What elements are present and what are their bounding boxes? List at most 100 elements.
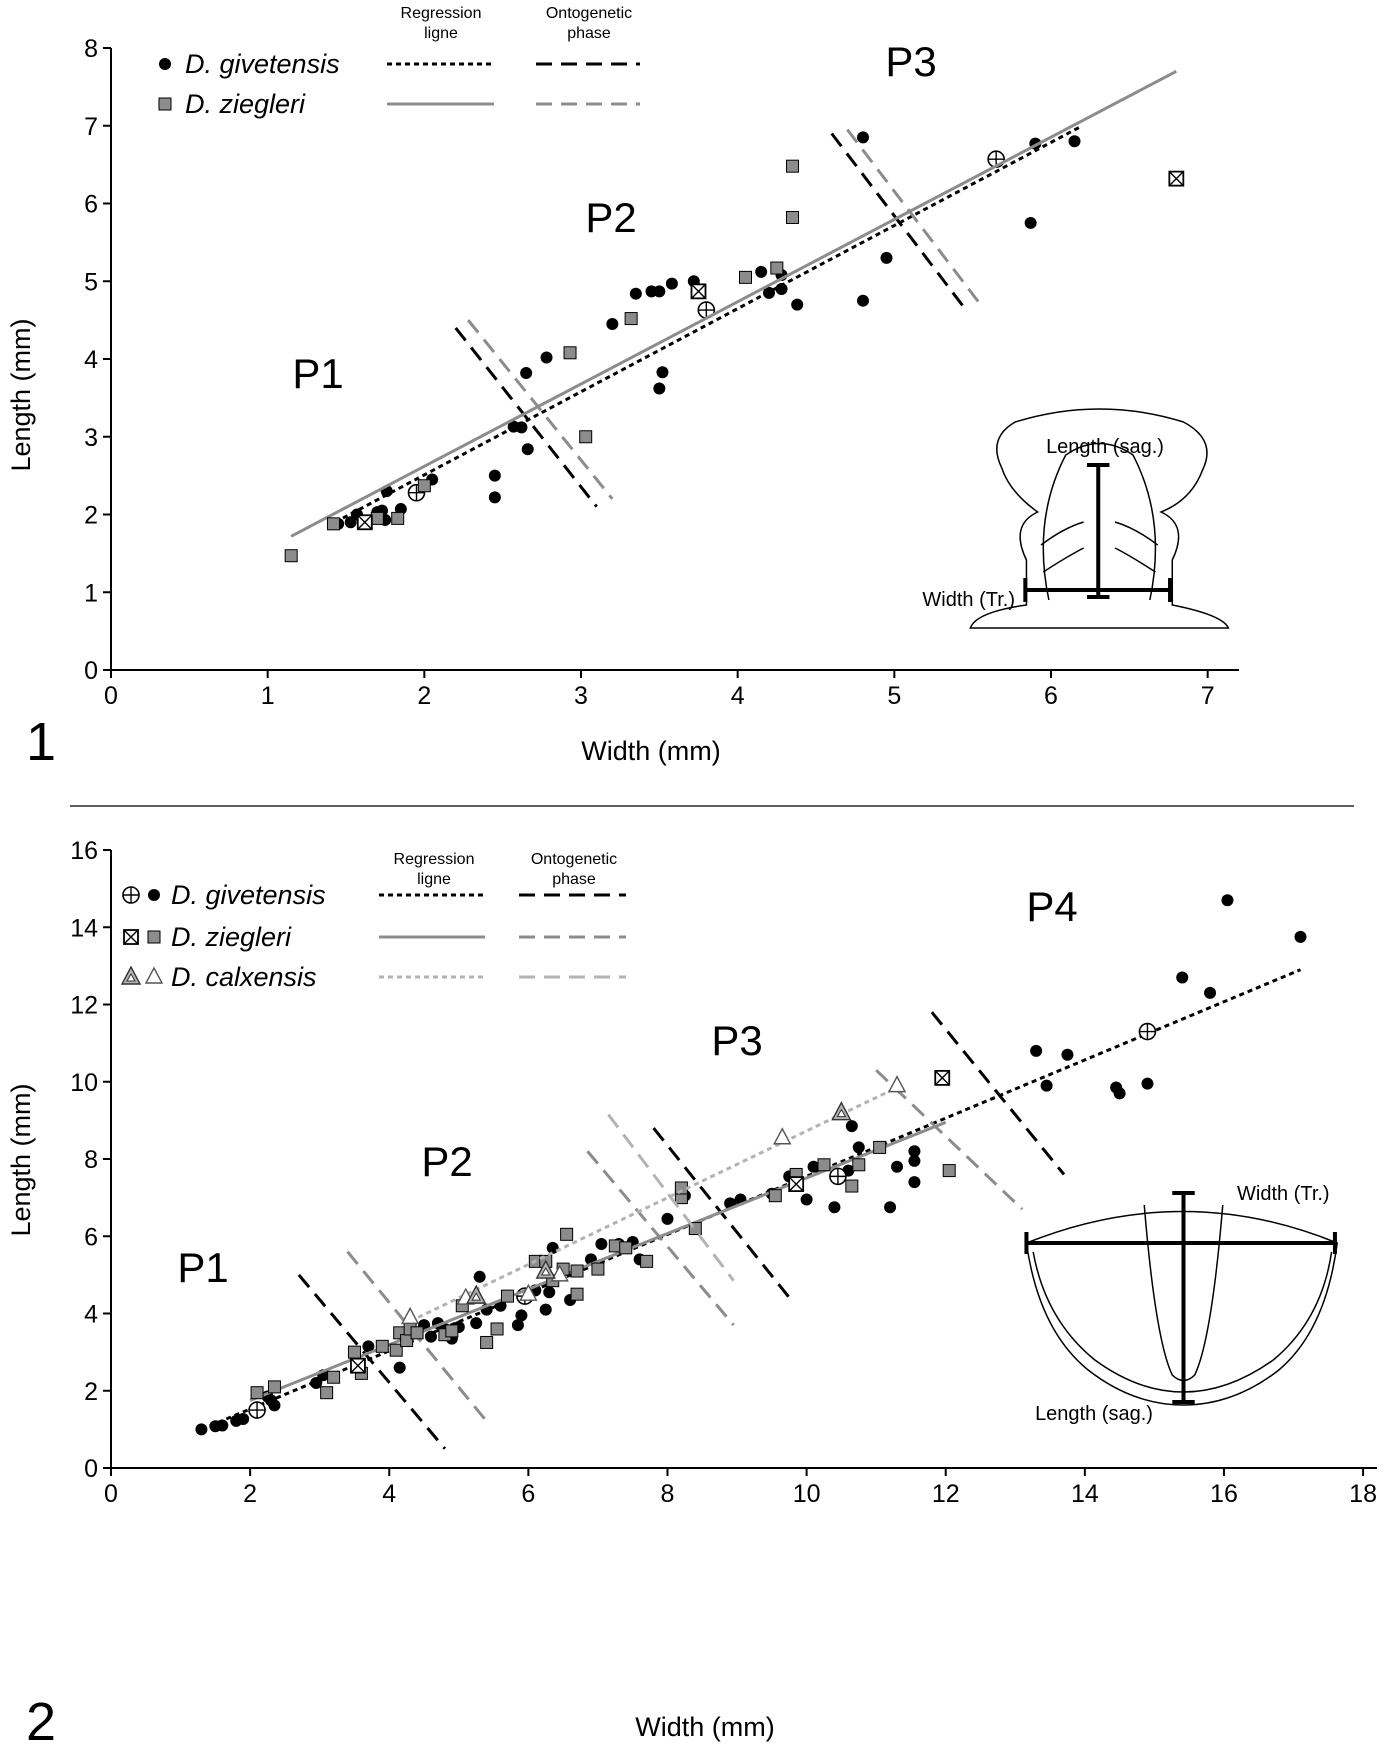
x-tick-label: 2 — [417, 682, 431, 710]
marker-shape — [619, 1241, 633, 1255]
marker-shape — [884, 1201, 897, 1214]
marker-shape — [393, 1361, 406, 1374]
data-point — [237, 1412, 250, 1425]
legend-marker — [123, 929, 139, 945]
marker-shape — [653, 382, 666, 395]
legend-marker — [148, 889, 160, 901]
marker-shape — [350, 1358, 366, 1374]
data-point — [775, 283, 788, 296]
data-point — [320, 1386, 334, 1400]
data-point — [942, 1164, 956, 1178]
x-tick-label: 0 — [104, 682, 118, 710]
data-point — [393, 1361, 406, 1374]
data-point — [661, 1212, 674, 1225]
marker-shape — [857, 294, 869, 307]
data-point — [500, 1289, 514, 1303]
marker-shape — [817, 1158, 831, 1172]
marker-shape — [1024, 216, 1037, 229]
data-point — [370, 511, 384, 525]
phase-label: P1 — [292, 350, 343, 397]
data-point — [786, 159, 799, 173]
data-point — [1138, 1022, 1157, 1041]
data-point — [480, 1335, 494, 1349]
phase-line — [297, 1273, 447, 1450]
marker-shape — [698, 302, 715, 319]
marker-shape — [375, 1339, 389, 1353]
x-tick-label: 10 — [793, 1480, 821, 1508]
data-point — [424, 1330, 437, 1343]
marker-shape — [391, 511, 405, 525]
marker-shape — [1204, 986, 1217, 999]
data-point — [629, 287, 642, 300]
data-point — [1024, 216, 1037, 229]
data-point — [908, 1176, 921, 1189]
inset-width-label: Width (Tr.) — [1237, 1183, 1330, 1205]
marker-shape — [773, 1127, 792, 1145]
data-point — [908, 1145, 921, 1158]
marker-shape — [327, 1370, 341, 1384]
y-tick-label: 1 — [84, 579, 98, 607]
legend-header: phase — [552, 871, 596, 888]
marker-shape — [310, 1377, 323, 1390]
data-point — [546, 1241, 559, 1254]
data-point — [466, 1284, 487, 1304]
data-point — [788, 1176, 805, 1193]
regression-line — [334, 124, 1084, 524]
data-point — [845, 1120, 858, 1133]
marker-shape — [362, 1340, 375, 1353]
data-point — [347, 1345, 361, 1359]
y-tick-label: 7 — [84, 113, 98, 141]
data-point — [515, 1309, 528, 1322]
marker-shape — [661, 1212, 674, 1225]
legend-marker — [120, 965, 142, 985]
data-point — [570, 1287, 584, 1301]
legend-label: D. ziegleri — [171, 922, 292, 952]
data-point — [470, 1317, 483, 1330]
data-point — [579, 430, 593, 444]
data-point — [216, 1419, 229, 1432]
marker-shape — [629, 287, 642, 300]
data-point — [267, 1380, 281, 1394]
phase-line — [875, 1069, 1024, 1211]
y-tick-label: 8 — [84, 1146, 98, 1174]
phase-line — [454, 326, 598, 508]
data-point — [1061, 1048, 1074, 1061]
data-point — [195, 1423, 208, 1436]
data-point — [800, 1193, 813, 1206]
data-point — [268, 1399, 281, 1412]
marker-shape — [123, 929, 139, 945]
y-tick-label: 4 — [84, 346, 98, 374]
data-point — [831, 1101, 852, 1121]
data-point — [791, 298, 804, 311]
marker-shape — [852, 1141, 865, 1154]
marker-shape — [123, 887, 139, 903]
y-tick-label: 5 — [84, 268, 98, 296]
legend-marker — [158, 97, 172, 111]
x-tick-label: 7 — [1201, 682, 1215, 710]
inset-pygidium — [1026, 1193, 1337, 1405]
phase-label: P1 — [177, 1244, 228, 1291]
data-point — [488, 469, 501, 482]
data-point — [375, 1339, 389, 1353]
marker-shape — [519, 1283, 538, 1301]
marker-shape — [656, 366, 669, 379]
marker-shape — [126, 972, 136, 982]
y-tick-label: 0 — [84, 657, 98, 685]
marker-shape — [908, 1145, 921, 1158]
data-point — [410, 1326, 424, 1340]
marker-shape — [786, 210, 799, 224]
marker-shape — [515, 1309, 528, 1322]
panel-label: 1 — [26, 712, 56, 772]
marker-shape — [408, 484, 425, 501]
data-point — [773, 1127, 792, 1145]
phase-label: P2 — [585, 194, 636, 241]
data-point — [445, 1324, 459, 1338]
marker-shape — [370, 511, 384, 525]
marker-shape — [267, 1380, 281, 1394]
panel-label: 2 — [26, 1692, 56, 1752]
marker-shape — [1294, 930, 1307, 943]
x-tick-label: 6 — [1044, 682, 1058, 710]
data-point — [248, 1401, 266, 1419]
marker-shape — [511, 1319, 524, 1332]
